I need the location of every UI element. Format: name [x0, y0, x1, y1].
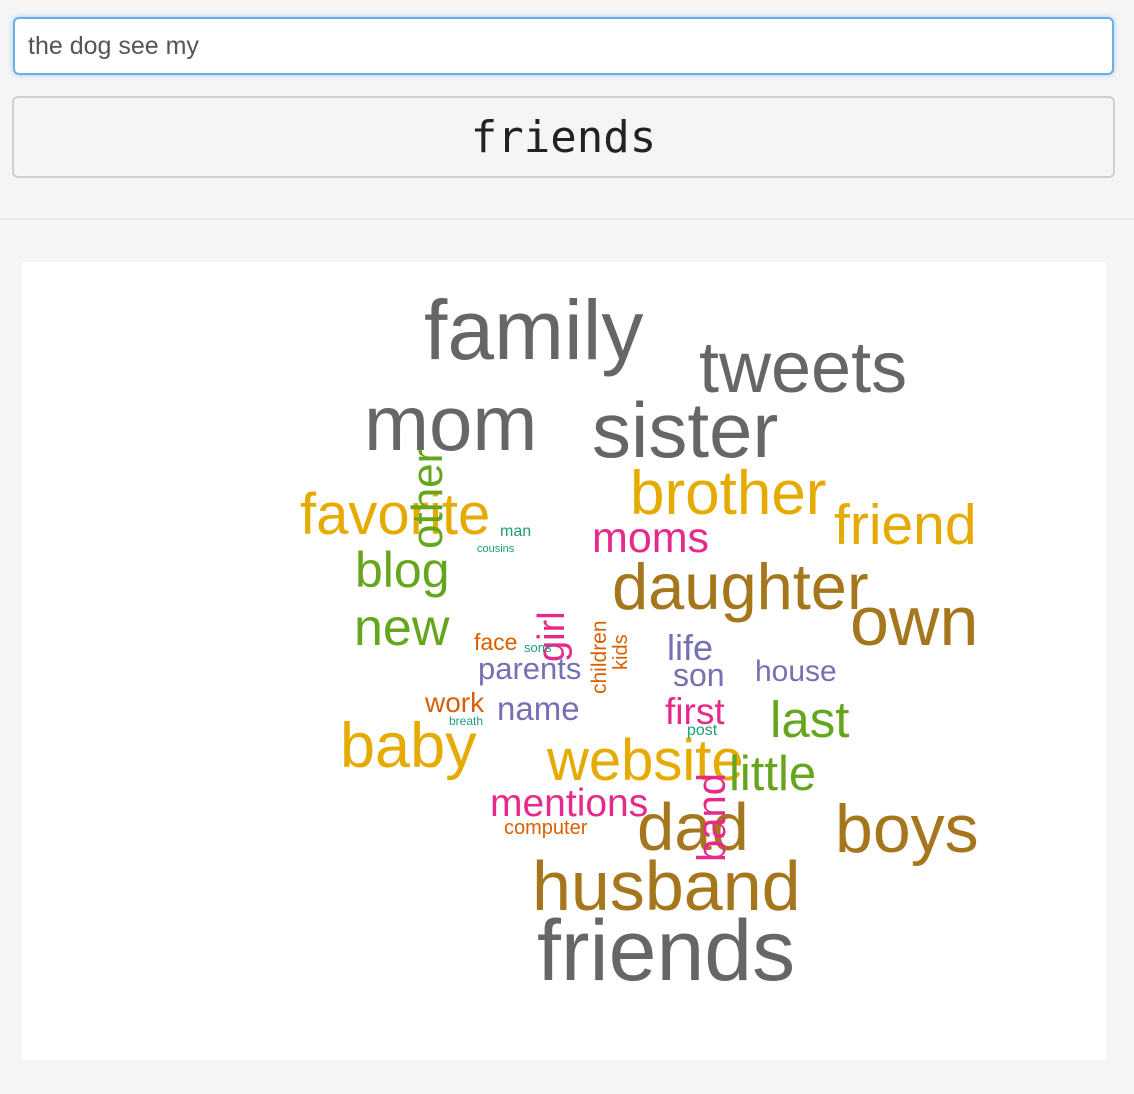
word-face: face	[474, 629, 517, 655]
word-man: man	[500, 523, 531, 540]
word-name: name	[497, 690, 580, 727]
word-friends: friends	[537, 903, 795, 999]
word-blog: blog	[355, 542, 450, 598]
word-friend: friend	[834, 493, 977, 557]
word-little: little	[729, 747, 816, 801]
word-own: own	[850, 582, 978, 660]
word-children: children	[588, 620, 611, 694]
word-boys: boys	[835, 791, 979, 867]
word-house: house	[755, 655, 837, 688]
divider	[0, 218, 1134, 220]
word-husband: husband	[532, 847, 801, 925]
word-favorite: favorite	[300, 482, 490, 547]
word-first: first	[665, 691, 725, 732]
word-website: website	[546, 728, 744, 793]
word-baby: baby	[340, 711, 477, 781]
word-cloud: family tweets mom sister friends brother favor…	[300, 283, 979, 999]
word-computer: computer	[504, 817, 588, 839]
word-cloud-panel: family tweets mom sister friends brother favor…	[22, 262, 1106, 1060]
word-son: son	[673, 657, 725, 693]
word-tweets: tweets	[699, 328, 907, 408]
word-cousins: cousins	[477, 543, 515, 555]
word-life: life	[667, 627, 713, 668]
prediction-button[interactable]: friends	[12, 96, 1115, 178]
word-post: post	[687, 722, 718, 739]
word-work: work	[424, 687, 485, 718]
word-brother: brother	[630, 459, 826, 528]
word-new: new	[354, 599, 450, 657]
word-breath: breath	[449, 714, 483, 728]
word-family: family	[424, 283, 643, 377]
word-daughter: daughter	[612, 550, 869, 623]
word-dad: dad	[637, 790, 749, 865]
word-mom: mom	[364, 379, 537, 467]
word-sister: sister	[592, 386, 778, 474]
word-parents: parents	[478, 651, 581, 686]
word-girl: girl	[531, 611, 573, 662]
phrase-input[interactable]	[13, 17, 1114, 75]
word-mentions: mentions	[490, 782, 648, 825]
word-moms: moms	[592, 514, 709, 562]
word-kids: kids	[610, 634, 632, 670]
word-other: other	[403, 449, 452, 549]
word-sons: sons	[524, 640, 552, 655]
word-last: last	[770, 691, 849, 748]
word-band: band	[690, 773, 734, 862]
